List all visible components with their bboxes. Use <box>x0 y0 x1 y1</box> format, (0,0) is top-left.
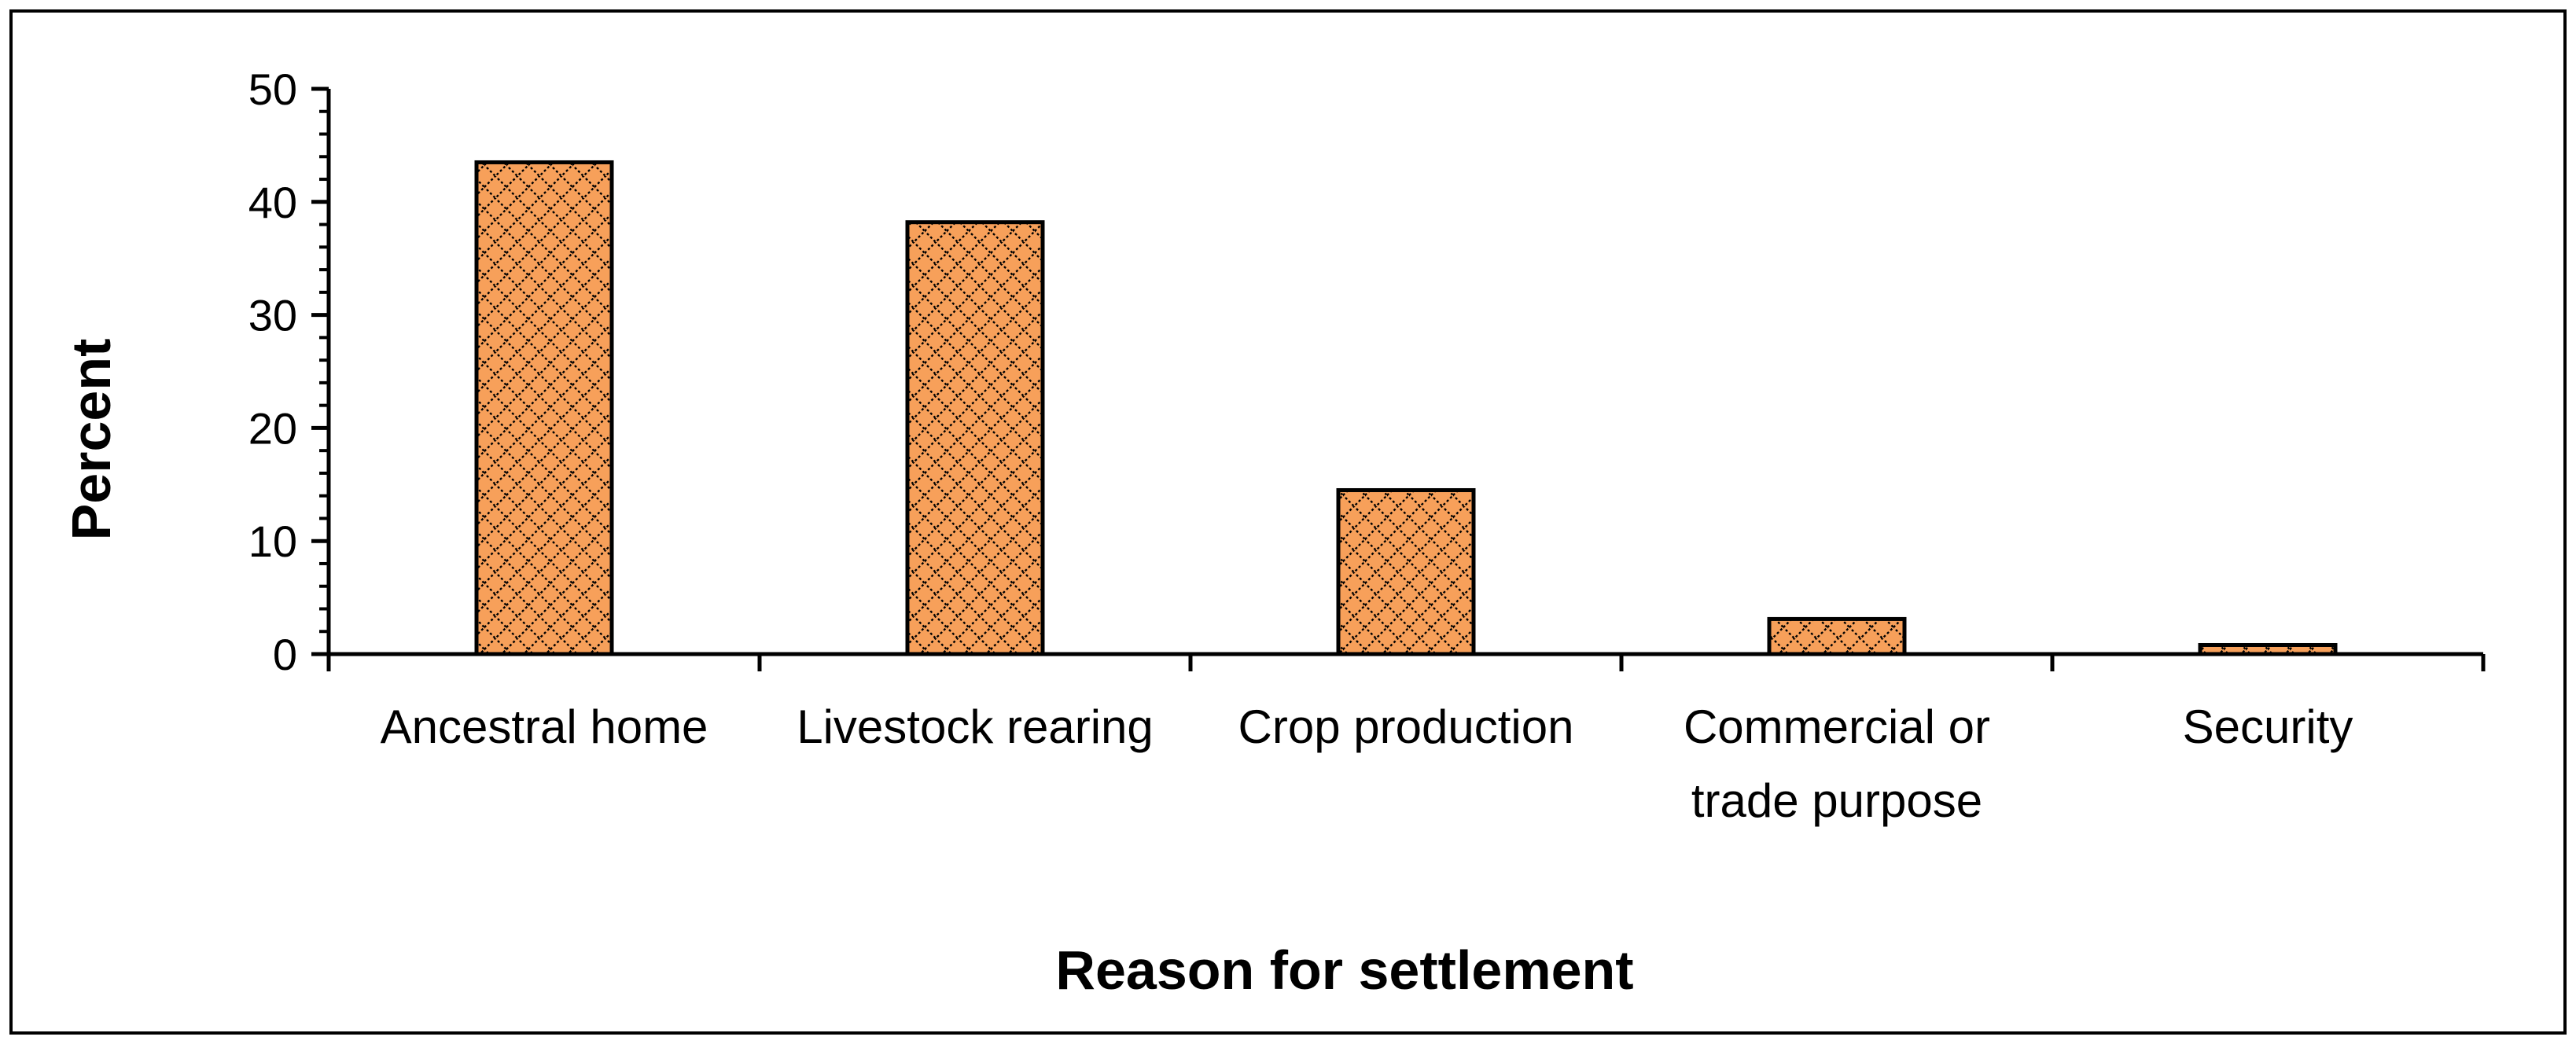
bar-1 <box>474 160 614 656</box>
x-tick-label: Crop production <box>1238 700 1574 753</box>
x-axis-title: Reason for settlement <box>1055 939 1633 1001</box>
y-axis-title: Percent <box>61 339 122 541</box>
y-tick-label: 20 <box>248 403 297 453</box>
y-tick-label: 10 <box>248 516 297 566</box>
bar-2 <box>905 220 1045 656</box>
axes-group <box>311 86 2486 671</box>
bar-4 <box>1767 616 1907 656</box>
chart-frame <box>9 9 2567 1035</box>
x-tick-label: Ancestral home <box>381 700 708 753</box>
y-tick-label: 50 <box>248 64 297 114</box>
bar-3 <box>1336 487 1476 656</box>
x-tick-label: Security <box>2183 700 2353 753</box>
y-tick-label: 30 <box>248 291 297 340</box>
bars-group <box>474 160 2338 656</box>
x-tick-label: Livestock rearing <box>797 700 1154 753</box>
x-tick-label: Commercial or trade purpose <box>1684 700 1990 827</box>
y-tick-label: 40 <box>248 178 297 227</box>
y-tick-label: 0 <box>273 630 297 679</box>
labels-group: 0 10 20 30 40 50 Ancestral home Livestock reari… <box>248 64 2353 827</box>
